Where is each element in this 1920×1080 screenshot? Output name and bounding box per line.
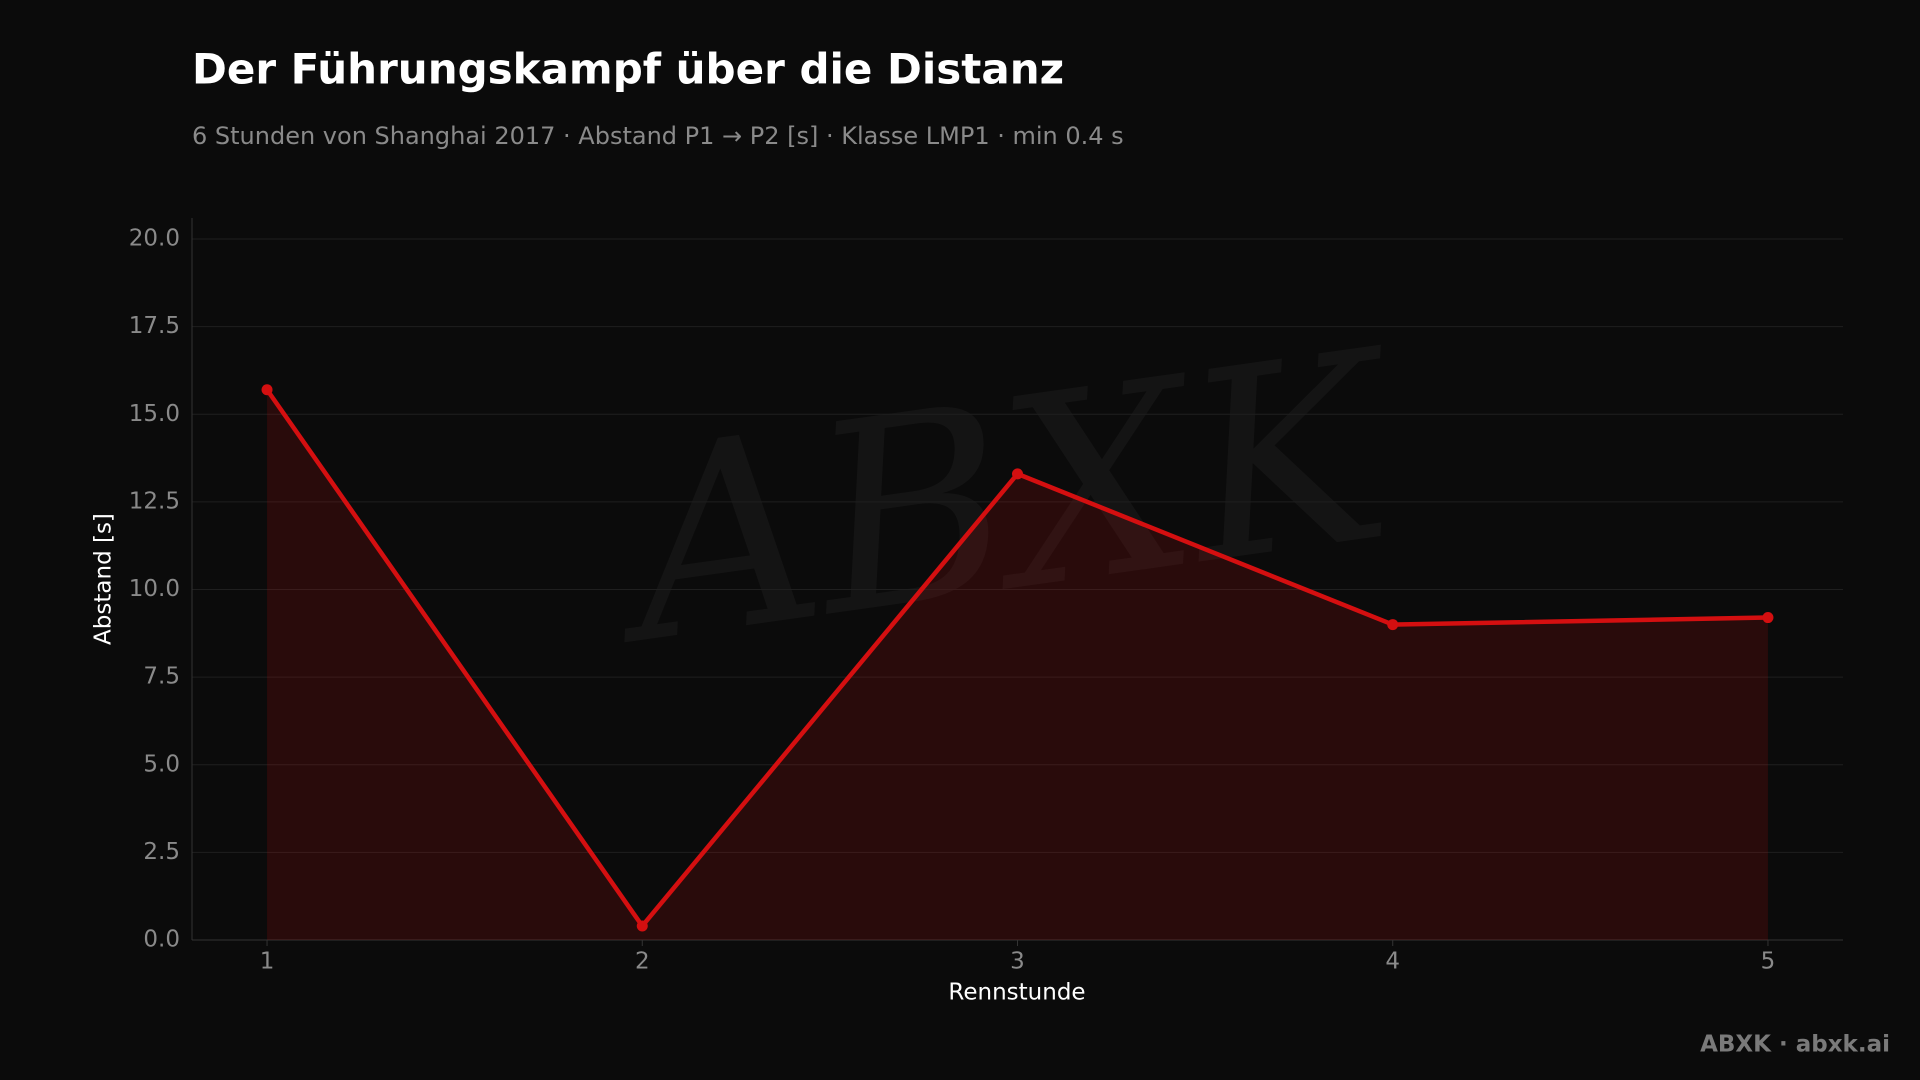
y-axis-label: Abstand [s] <box>91 513 117 645</box>
y-tick-label: 2.5 <box>143 839 180 865</box>
chart-subtitle: 6 Stunden von Shanghai 2017 · Abstand P1… <box>192 122 1124 150</box>
y-tick-label: 12.5 <box>129 488 180 514</box>
point <box>1387 619 1399 631</box>
y-tick-label: 15.0 <box>129 401 180 427</box>
point <box>261 384 273 396</box>
area <box>267 389 1768 940</box>
y-tick-label: 17.5 <box>129 313 180 339</box>
y-tick-label: 0.0 <box>143 927 180 953</box>
x-tick-label: 4 <box>1385 949 1400 975</box>
point <box>636 920 648 932</box>
y-tick-label: 5.0 <box>143 751 180 777</box>
point <box>1762 612 1774 624</box>
x-tick-label: 3 <box>1010 949 1025 975</box>
y-tick-label: 10.0 <box>129 576 180 602</box>
x-tick-label: 5 <box>1761 949 1776 975</box>
x-axis-label: Rennstunde <box>948 980 1085 1006</box>
y-tick-label: 7.5 <box>143 664 180 690</box>
x-tick-label: 1 <box>260 949 275 975</box>
plot-area: 0.0 2.5 5.0 7.5 10.0 12.5 15.0 17.5 20.0 1 2 3 4 5 <box>129 218 1843 975</box>
footer: ABXK · abxk.ai <box>1700 1032 1890 1058</box>
point <box>1012 468 1023 480</box>
x-tick-label: 2 <box>635 949 650 975</box>
y-tick-label: 20.0 <box>129 226 180 252</box>
chart-title: Der Führungskampf über die Distanz <box>192 45 1064 94</box>
